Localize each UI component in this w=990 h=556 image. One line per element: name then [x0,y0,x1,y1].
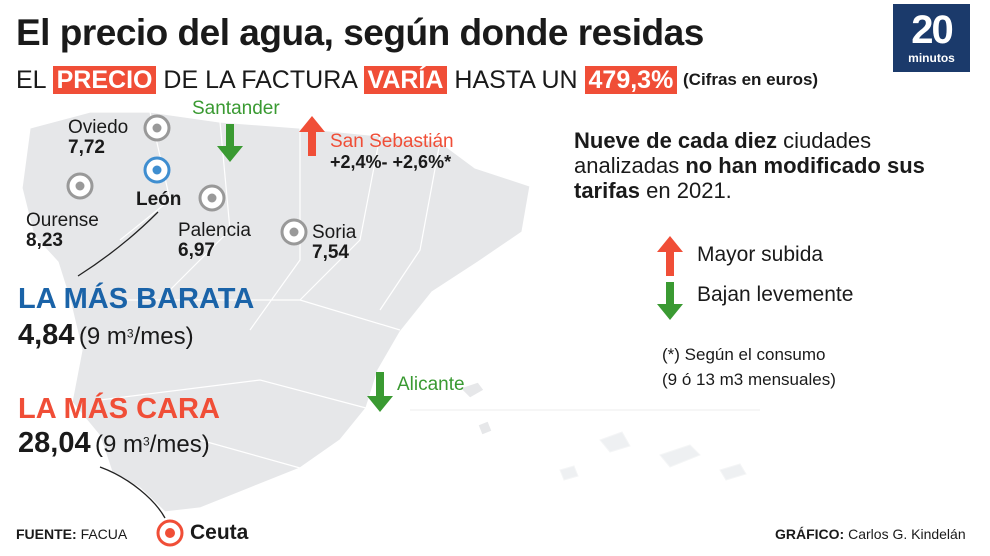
note-bold: no han modificado sus tarifas [574,153,925,203]
peninsula-shape [21,111,531,513]
unit: /mes) [133,323,194,350]
label-ourense: Ourense [26,210,99,231]
arrow-up-san-sebastian-icon [299,116,325,156]
unit-sup: 3 [126,326,134,341]
marker-ourense [66,172,94,200]
legend-arrow-down-icon [657,282,683,320]
logo-number: 20 [911,8,954,52]
arrow-down-alicante-icon [367,372,393,412]
marker-leon [143,156,171,184]
marker-palencia [198,184,226,212]
cheapest-label: LA MÁS BARATA [18,283,255,315]
note-text: ciudades analizadas [574,128,872,178]
most-expensive-label: LA MÁS CARA [18,393,220,425]
cheapest-price: 4,84 [18,319,75,351]
unit: (9 m [95,431,144,458]
marker-oviedo [143,114,171,142]
cheapest-value: 4,84 (9 m3/mes) [18,319,194,352]
subtitle-text: HASTA UN [454,66,578,94]
credit-value: Carlos G. Kindelán [848,526,966,542]
value-palencia: 6,97 [178,240,215,261]
note-text: en 2021. [640,178,732,203]
marker-soria [280,218,308,246]
leon-leader-line [77,211,159,277]
page-title: El precio del agua, según donde residas [16,12,704,53]
label-ceuta: Ceuta [190,521,249,544]
marker-ceuta [156,519,184,547]
subtitle: EL PRECIO DE LA FACTURA VARÍA HASTA UN 4… [16,66,678,95]
label-san-sebastian: San Sebastián [330,131,454,152]
arrow-down-santander-icon [217,124,243,162]
label-leon: León [136,189,182,210]
legend-up-label: Mayor subida [697,243,824,266]
note-bold: Nueve de cada diez [574,128,777,153]
brand-logo: 20 minutos [893,4,970,72]
ceuta-leader-line [99,466,166,519]
subtitle-highlight: PRECIO [52,66,157,94]
unit-sup: 3 [143,434,150,449]
footnote-line1: (*) Según el consumo [662,345,826,364]
label-soria: Soria [312,222,357,243]
most-expensive-price: 28,04 [18,427,91,459]
legend-down-label: Bajan levemente [697,283,854,306]
subtitle-text: DE LA FACTURA [163,66,357,94]
value-ourense: 8,23 [26,230,63,251]
credit-label: GRÁFICO: [775,526,845,542]
footnote-line2: (9 ó 13 m3 mensuales) [662,370,836,389]
unit: (9 m [78,323,127,350]
summary-note: Nueve de cada diez ciudades analizadas n… [574,128,974,203]
source-label: FUENTE: [16,526,77,542]
label-alicante: Alicante [397,374,465,395]
subtitle-highlight: 479,3% [584,66,678,94]
value-oviedo: 7,72 [68,137,105,158]
credit: GRÁFICO: Carlos G. Kindelán [775,526,966,542]
unit: /mes) [149,431,210,458]
subtitle-highlight: VARÍA [363,66,448,94]
label-oviedo: Oviedo [68,117,129,138]
logo-word: minutos [908,51,955,65]
subtitle-text: EL [16,66,46,94]
label-palencia: Palencia [178,220,251,241]
most-expensive-value: 28,04 (9 m3/mes) [18,427,210,460]
value-soria: 7,54 [312,242,349,263]
legend-arrow-up-icon [657,236,683,276]
balearic-islands [458,381,493,436]
source-value: FACUA [80,526,128,542]
label-santander: Santander [192,98,280,119]
source: FUENTE: FACUA [16,526,127,542]
units-note: (Cifras en euros) [683,70,819,89]
san-sebastian-change: +2,4%- +2,6%* [330,152,452,172]
